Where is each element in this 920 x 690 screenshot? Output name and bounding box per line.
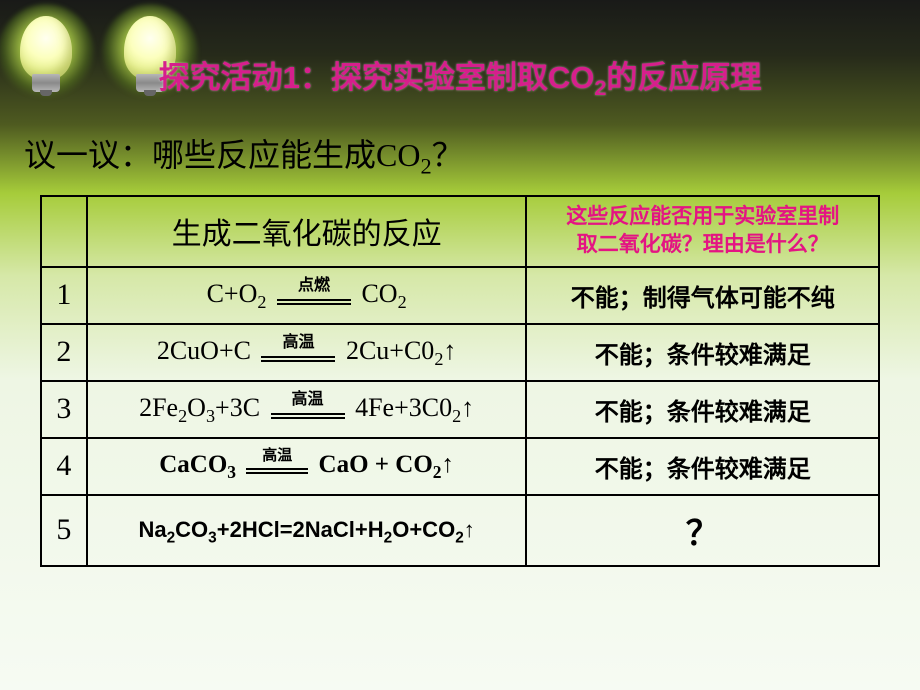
row-number: 3: [41, 381, 87, 438]
slide-title: 探究活动1：探究实验室制取CO2的反应原理: [0, 52, 920, 97]
answer-cell: 不能；条件较难满足: [526, 381, 879, 438]
row-number: 1: [41, 267, 87, 324]
reaction-cell: CaCO3 高温 CaO + CO2↑: [87, 438, 527, 495]
row-number: 5: [41, 495, 87, 566]
table-row: 2 2CuO+C 高温 2Cu+C02↑ 不能；条件较难满足: [41, 324, 879, 381]
row-number: 2: [41, 324, 87, 381]
reaction-arrow: 高温: [246, 451, 308, 481]
reaction-arrow: 点燃: [277, 281, 351, 311]
answer-cell: 不能；条件较难满足: [526, 324, 879, 381]
reaction-cell: 2Fe2O3+3C 高温 4Fe+3C02↑: [87, 381, 527, 438]
reaction-arrow: 高温: [261, 338, 335, 368]
header-cell-answer: 这些反应能否用于实验室里制 取二氧化碳？理由是什么？: [526, 196, 879, 267]
table-row: 4 CaCO3 高温 CaO + CO2↑ 不能；条件较难满足: [41, 438, 879, 495]
answer-cell: 不能；制得气体可能不纯: [526, 267, 879, 324]
reactions-table-wrapper: 生成二氧化碳的反应 这些反应能否用于实验室里制 取二氧化碳？理由是什么？ 1 C…: [40, 195, 880, 567]
header-cell-empty: [41, 196, 87, 267]
table-header-row: 生成二氧化碳的反应 这些反应能否用于实验室里制 取二氧化碳？理由是什么？: [41, 196, 879, 267]
table-row: 1 C+O2 点燃 CO2 不能；制得气体可能不纯: [41, 267, 879, 324]
reaction-cell: C+O2 点燃 CO2: [87, 267, 527, 324]
row-number: 4: [41, 438, 87, 495]
header-cell-reaction: 生成二氧化碳的反应: [87, 196, 527, 267]
reaction-arrow: 高温: [271, 395, 345, 425]
slide-subtitle: 议一议：哪些反应能生成CO2？: [24, 130, 464, 176]
reaction-cell: 2CuO+C 高温 2Cu+C02↑: [87, 324, 527, 381]
reaction-cell: Na2CO3+2HCl=2NaCl+H2O+CO2↑: [87, 495, 527, 566]
table-row: 5 Na2CO3+2HCl=2NaCl+H2O+CO2↑ ？: [41, 495, 879, 566]
reactions-table: 生成二氧化碳的反应 这些反应能否用于实验室里制 取二氧化碳？理由是什么？ 1 C…: [40, 195, 880, 567]
answer-cell: ？: [526, 495, 879, 566]
answer-cell: 不能；条件较难满足: [526, 438, 879, 495]
table-row: 3 2Fe2O3+3C 高温 4Fe+3C02↑ 不能；条件较难满足: [41, 381, 879, 438]
